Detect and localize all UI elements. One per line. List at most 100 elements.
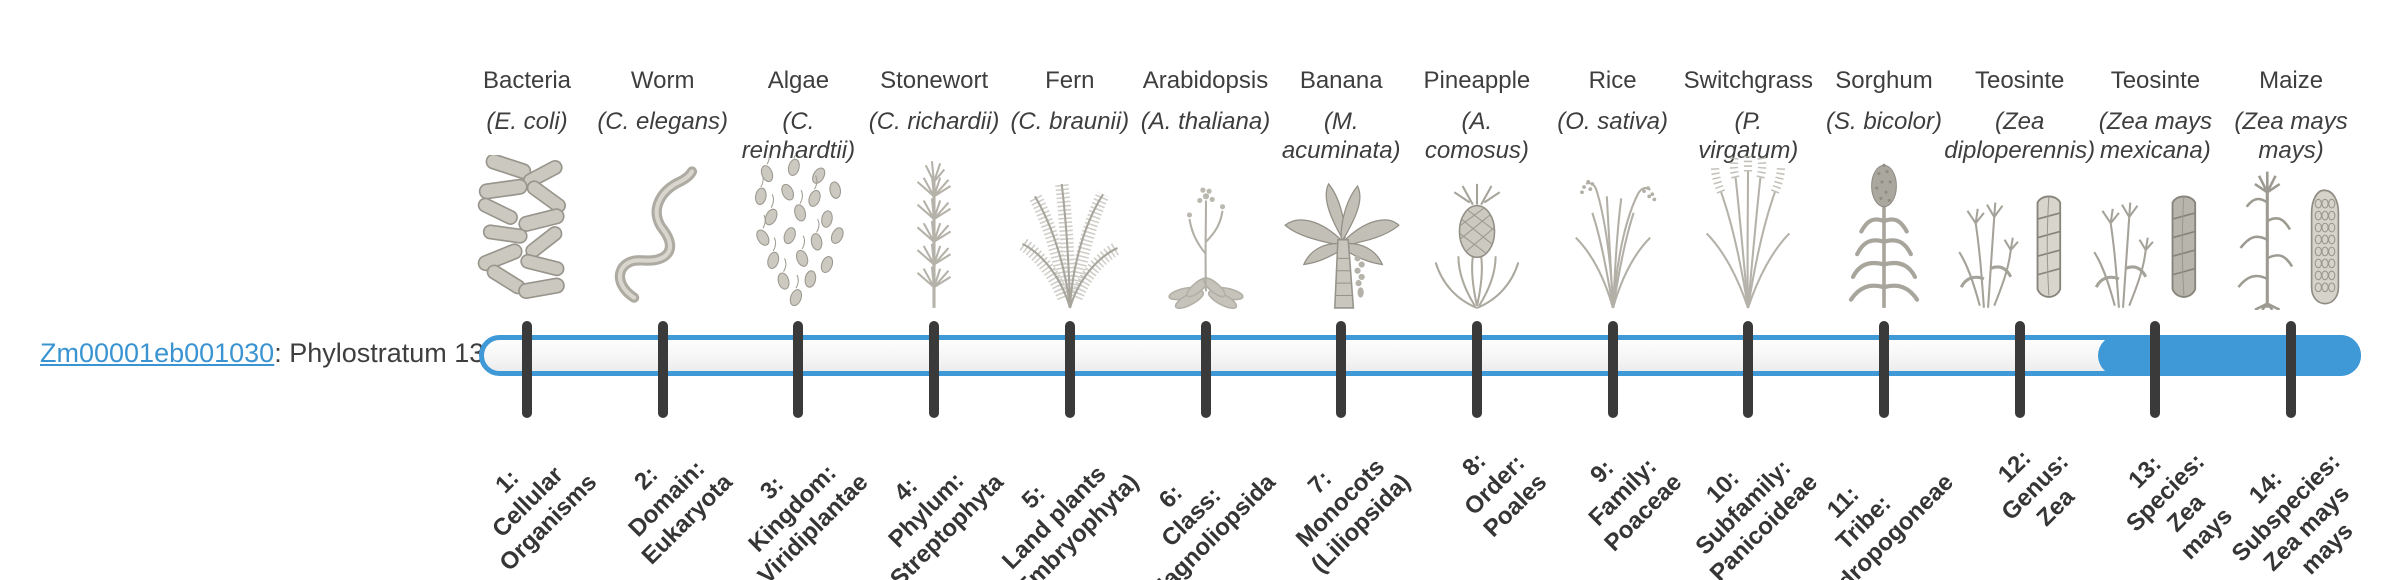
organism-common-name: Pineapple <box>1423 67 1531 94</box>
stratum-tick-1 <box>522 321 532 418</box>
organism-species-name: (M. acuminata) <box>1226 107 1456 165</box>
species-line: diploperennis) <box>1944 137 2096 164</box>
sorghum-icon <box>1822 155 1946 315</box>
organism-species-name: (C. reinhardtii) <box>683 107 913 165</box>
organism-label: Pineapple (A. comosus) <box>1362 66 1592 165</box>
organism-common-name: Arabidopsis <box>1142 67 1269 94</box>
species-line: (O. sativa) <box>1557 108 1668 135</box>
species-line: (S. bicolor) <box>1825 108 1943 135</box>
gene-id-link[interactable]: Zm00001eb001030 <box>40 338 275 368</box>
species-line: (P. <box>1734 108 1763 135</box>
gene-label: Zm00001eb001030: Phylostratum 13 <box>40 338 484 369</box>
banana-icon <box>1279 155 1403 315</box>
species-line: (Zea <box>1995 108 2045 135</box>
stratum-tick-13 <box>2150 321 2161 418</box>
organism-common-name: Maize <box>2259 67 2324 94</box>
organism-common-name: Sorghum <box>1835 67 1933 94</box>
stratum-tick-14 <box>2286 321 2297 418</box>
organism-species-name: (P. virgatum) <box>1633 107 1863 165</box>
organism-label: Rice (O. sativa) <box>1498 66 1728 136</box>
stratum-tick-5 <box>1064 321 1075 418</box>
organism-species-name: (C. richardii) <box>819 107 1049 136</box>
organism-common-name: Fern <box>1045 67 1095 94</box>
stratum-label: 12: Genus: Zea <box>1975 427 2095 547</box>
species-line: (C. richardii) <box>868 108 1000 135</box>
stratum-label: 1: Cellular Organisms <box>452 427 602 577</box>
timeline-track <box>479 335 2361 376</box>
organism-common-name: Bacteria <box>482 67 572 94</box>
species-line: mays) <box>2258 137 2324 164</box>
maize-icon <box>2224 155 2358 315</box>
stratum-tick-12 <box>2014 321 2025 418</box>
organism-label: Fern (C. braunii) <box>955 66 1185 136</box>
worm-icon <box>601 155 725 315</box>
species-line: (C. <box>782 108 815 135</box>
organism-label: Banana (M. acuminata) <box>1226 66 1456 165</box>
species-line: (A. thaliana) <box>1140 108 1271 135</box>
gene-stratum-text: : Phylostratum 13 <box>274 338 485 368</box>
timeline-highlight-fill <box>2098 335 2361 376</box>
species-line: comosus) <box>1424 137 1529 164</box>
organism-label: Arabidopsis (A. thaliana) <box>1091 66 1321 136</box>
organism-label: Worm (C. elegans) <box>548 66 778 136</box>
species-line: virgatum) <box>1698 137 1799 164</box>
rice-icon <box>1551 155 1675 315</box>
species-line: (Zea mays <box>2234 108 2348 135</box>
organism-common-name: Switchgrass <box>1683 67 1813 94</box>
stratum-tick-3 <box>793 321 804 418</box>
organism-label: Sorghum (S. bicolor) <box>1769 66 1999 136</box>
organism-common-name: Worm <box>630 67 695 94</box>
organism-label: Maize (Zea mays mays) <box>2176 66 2400 165</box>
organism-label: Switchgrass (P. virgatum) <box>1633 66 1863 165</box>
species-line: (C. braunii) <box>1010 108 1130 135</box>
organism-common-name: Algae <box>767 67 830 94</box>
pineapple-icon <box>1415 155 1539 315</box>
species-line: (A. <box>1461 108 1493 135</box>
species-line: reinhardtii) <box>741 137 856 164</box>
organism-common-name: Stonewort <box>880 67 989 94</box>
organism-species-name: (O. sativa) <box>1498 107 1728 136</box>
stratum-label: 2: Domain: Eukaryota <box>595 427 739 571</box>
organism-label: Teosinte (Zea mays mexicana) <box>2040 66 2270 165</box>
stratum-tick-11 <box>1879 321 1889 418</box>
fern-icon <box>1008 155 1132 315</box>
species-line: (C. elegans) <box>597 108 729 135</box>
organism-species-name: (A. thaliana) <box>1091 107 1321 136</box>
teosinte-diploperennis-icon <box>1953 155 2087 315</box>
stratum-tick-9 <box>1607 321 1618 418</box>
bacteria-icon <box>465 153 589 315</box>
organism-species-name: (Zea mays mays) <box>2176 107 2400 165</box>
teosinte-mexicana-icon <box>2088 155 2222 315</box>
organism-species-name: (S. bicolor) <box>1769 107 1999 136</box>
organism-label: Stonewort (C. richardii) <box>819 66 1049 136</box>
stratum-tick-8 <box>1471 321 1482 418</box>
arabidopsis-icon <box>1144 155 1268 315</box>
stratum-label: 3: Kingdom: Viridiplantae <box>711 427 874 580</box>
organism-label: Teosinte (Zea diploperennis) <box>1905 66 2135 165</box>
organism-species-name: (Zea mays mexicana) <box>2040 107 2270 165</box>
organism-common-name: Teosinte <box>1974 67 2065 94</box>
organism-species-name: (Zea diploperennis) <box>1905 107 2135 165</box>
stratum-tick-6 <box>1200 321 1211 418</box>
stratum-label: 8: Order: Poales <box>1436 427 1552 543</box>
organism-species-name: (A. comosus) <box>1362 107 1592 165</box>
species-line: mexicana) <box>2100 137 2211 164</box>
stratum-label: 9: Family: Poaceae <box>1558 427 1688 557</box>
organism-label: Algae (C. reinhardtii) <box>683 66 913 165</box>
stratum-tick-7 <box>1336 321 1347 418</box>
organism-label: Bacteria (E. coli) <box>412 66 642 136</box>
species-line: (Zea mays <box>2098 108 2213 135</box>
species-line: acuminata) <box>1281 137 1401 164</box>
organism-common-name: Teosinte <box>2110 67 2201 94</box>
stratum-tick-4 <box>929 321 940 418</box>
organism-species-name: (E. coli) <box>412 107 642 136</box>
stratum-label: 7: Monocots (Liliopsida) <box>1265 427 1417 579</box>
stratum-tick-10 <box>1743 321 1754 418</box>
stratum-tick-2 <box>657 321 668 418</box>
organism-species-name: (C. braunii) <box>955 107 1185 136</box>
switchgrass-icon <box>1686 155 1810 315</box>
organism-species-name: (C. elegans) <box>548 107 778 136</box>
algae-icon <box>736 144 860 315</box>
stonewort-icon <box>872 155 996 315</box>
